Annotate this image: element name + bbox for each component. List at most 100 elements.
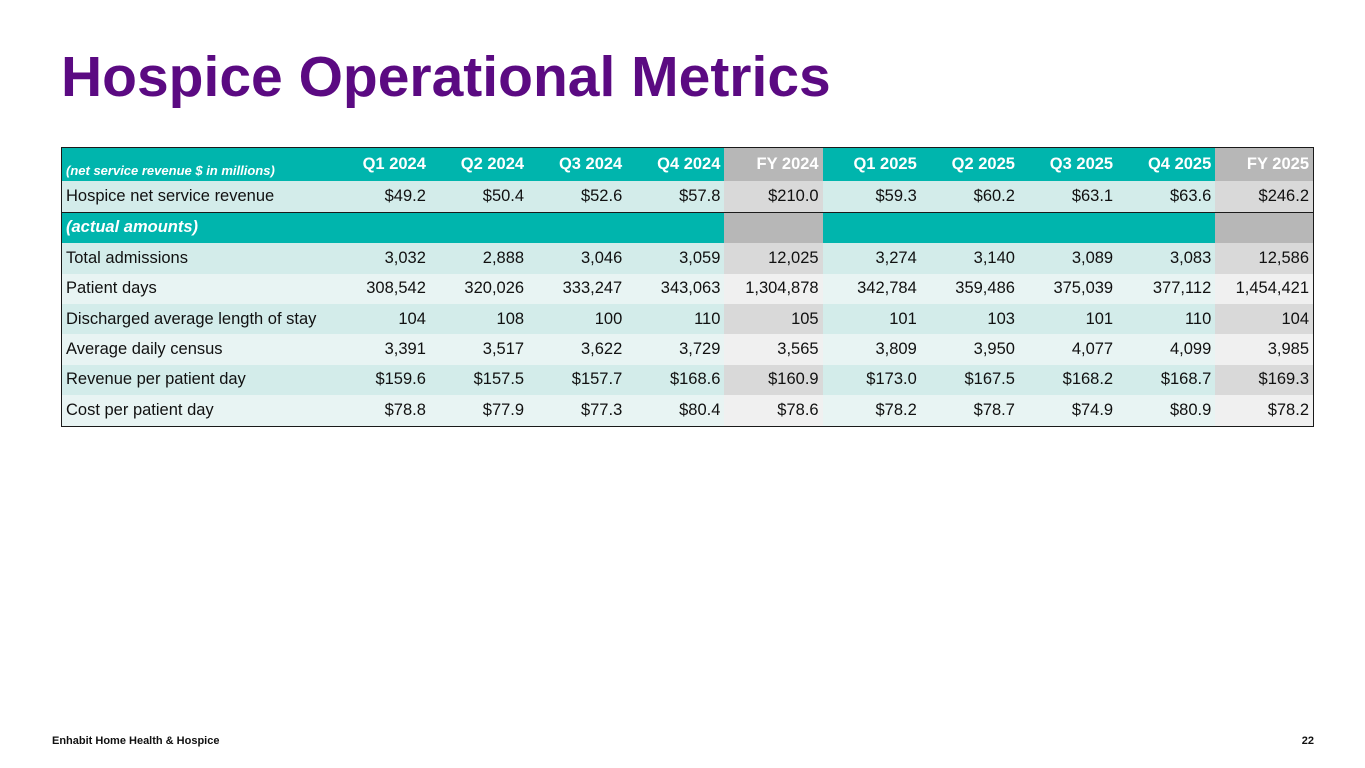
table-cell: 3,729 <box>626 334 725 365</box>
table-cell: 375,039 <box>1018 273 1118 304</box>
table-header-lead: (net service revenue $ in millions) <box>61 147 332 182</box>
table-cell: $49.2 <box>331 181 430 213</box>
table-cell: 1,304,878 <box>724 273 823 304</box>
row-label: Cost per patient day <box>61 395 332 427</box>
table-cell: $173.0 <box>822 364 921 396</box>
column-header: Q1 2025 <box>822 147 921 182</box>
column-header: Q4 2024 <box>626 147 725 182</box>
table-cell: 3,274 <box>822 243 921 274</box>
table-cell: $157.5 <box>429 364 529 396</box>
table-cell: $78.8 <box>331 395 430 427</box>
table-cell <box>528 211 627 244</box>
table-cell: 100 <box>528 303 627 335</box>
row-label: Average daily census <box>61 334 332 365</box>
table-cell: $60.2 <box>920 181 1019 213</box>
column-header: Q2 2024 <box>429 147 529 182</box>
column-header: Q4 2025 <box>1117 147 1216 182</box>
table-cell: 3,059 <box>626 243 725 274</box>
section-header-row: (actual amounts) <box>61 211 1314 244</box>
table-cell: $77.3 <box>528 395 627 427</box>
row-label: Hospice net service revenue <box>61 181 332 213</box>
table-cell: $157.7 <box>528 364 627 396</box>
metrics-table: (net service revenue $ in millions) Q1 2… <box>61 147 1314 427</box>
table-cell: $159.6 <box>331 364 430 396</box>
table-cell: 333,247 <box>528 273 627 304</box>
table-cell: 110 <box>1117 303 1216 335</box>
table-cell: $169.3 <box>1215 364 1314 396</box>
table-cell <box>920 211 1019 244</box>
table-cell <box>1018 211 1118 244</box>
table-cell: 342,784 <box>822 273 921 304</box>
table-row: Hospice net service revenue $49.2 $50.4 … <box>61 181 1314 213</box>
table-cell <box>429 211 529 244</box>
table-cell: 12,025 <box>724 243 823 274</box>
table-cell: 108 <box>429 303 529 335</box>
row-label: Revenue per patient day <box>61 364 332 396</box>
table-cell: $168.7 <box>1117 364 1216 396</box>
table-cell <box>1215 211 1314 244</box>
table-cell: $78.7 <box>920 395 1019 427</box>
table-cell: $210.0 <box>724 181 823 213</box>
table-cell: 3,950 <box>920 334 1019 365</box>
table-cell: 320,026 <box>429 273 529 304</box>
table-cell: $160.9 <box>724 364 823 396</box>
table-cell: $50.4 <box>429 181 529 213</box>
table-cell: 3,622 <box>528 334 627 365</box>
section-label: (actual amounts) <box>61 211 332 244</box>
table-cell: $77.9 <box>429 395 529 427</box>
table-cell: 3,809 <box>822 334 921 365</box>
table-cell: 101 <box>1018 303 1118 335</box>
table-cell: 2,888 <box>429 243 529 274</box>
table-cell: $78.2 <box>1215 395 1314 427</box>
table-cell: $63.1 <box>1018 181 1118 213</box>
row-label: Discharged average length of stay <box>61 303 332 335</box>
table-cell: $168.2 <box>1018 364 1118 396</box>
table-row: Revenue per patient day $159.6 $157.5 $157.… <box>61 364 1314 396</box>
table-cell: $78.6 <box>724 395 823 427</box>
row-label: Patient days <box>61 273 332 304</box>
footer-company: Enhabit Home Health & Hospice <box>52 735 220 747</box>
column-header: Q3 2025 <box>1018 147 1118 182</box>
column-header: Q1 2024 <box>331 147 430 182</box>
table-row: Discharged average length of stay 104 108 1… <box>61 303 1314 335</box>
table-cell: $80.9 <box>1117 395 1216 427</box>
table-header-row: (net service revenue $ in millions) Q1 2… <box>61 147 1314 182</box>
table-cell: 104 <box>331 303 430 335</box>
table-cell: 308,542 <box>331 273 430 304</box>
column-header: FY 2025 <box>1215 147 1314 182</box>
table-cell: 4,099 <box>1117 334 1216 365</box>
table-cell <box>822 211 921 244</box>
table-cell: 101 <box>822 303 921 335</box>
table-cell <box>724 211 823 244</box>
table-cell: 105 <box>724 303 823 335</box>
table-cell: $246.2 <box>1215 181 1314 213</box>
table-cell: $57.8 <box>626 181 725 213</box>
page-title: Hospice Operational Metrics <box>61 45 831 109</box>
table-cell: $59.3 <box>822 181 921 213</box>
table-cell: 3,565 <box>724 334 823 365</box>
table-cell: 110 <box>626 303 725 335</box>
table-cell: 3,517 <box>429 334 529 365</box>
table-cell: 343,063 <box>626 273 725 304</box>
table-cell: $167.5 <box>920 364 1019 396</box>
table-cell: 12,586 <box>1215 243 1314 274</box>
column-header: FY 2024 <box>724 147 823 182</box>
table-cell: 3,140 <box>920 243 1019 274</box>
table-row: Average daily census 3,391 3,517 3,622 3,729… <box>61 334 1314 365</box>
table-cell: 377,112 <box>1117 273 1216 304</box>
table-cell: 103 <box>920 303 1019 335</box>
table-cell: 3,032 <box>331 243 430 274</box>
table-cell: $63.6 <box>1117 181 1216 213</box>
table-cell <box>626 211 725 244</box>
table-cell: 3,046 <box>528 243 627 274</box>
page-number: 22 <box>1301 735 1314 747</box>
table-cell: 3,083 <box>1117 243 1216 274</box>
table-cell <box>1117 211 1216 244</box>
table-cell: 4,077 <box>1018 334 1118 365</box>
table-cell: 1,454,421 <box>1215 273 1314 304</box>
table-cell: $168.6 <box>626 364 725 396</box>
table-cell: $80.4 <box>626 395 725 427</box>
table-cell: $74.9 <box>1018 395 1118 427</box>
column-header: Q3 2024 <box>528 147 627 182</box>
table-row: Patient days 308,542 320,026 333,247 343,063… <box>61 273 1314 304</box>
